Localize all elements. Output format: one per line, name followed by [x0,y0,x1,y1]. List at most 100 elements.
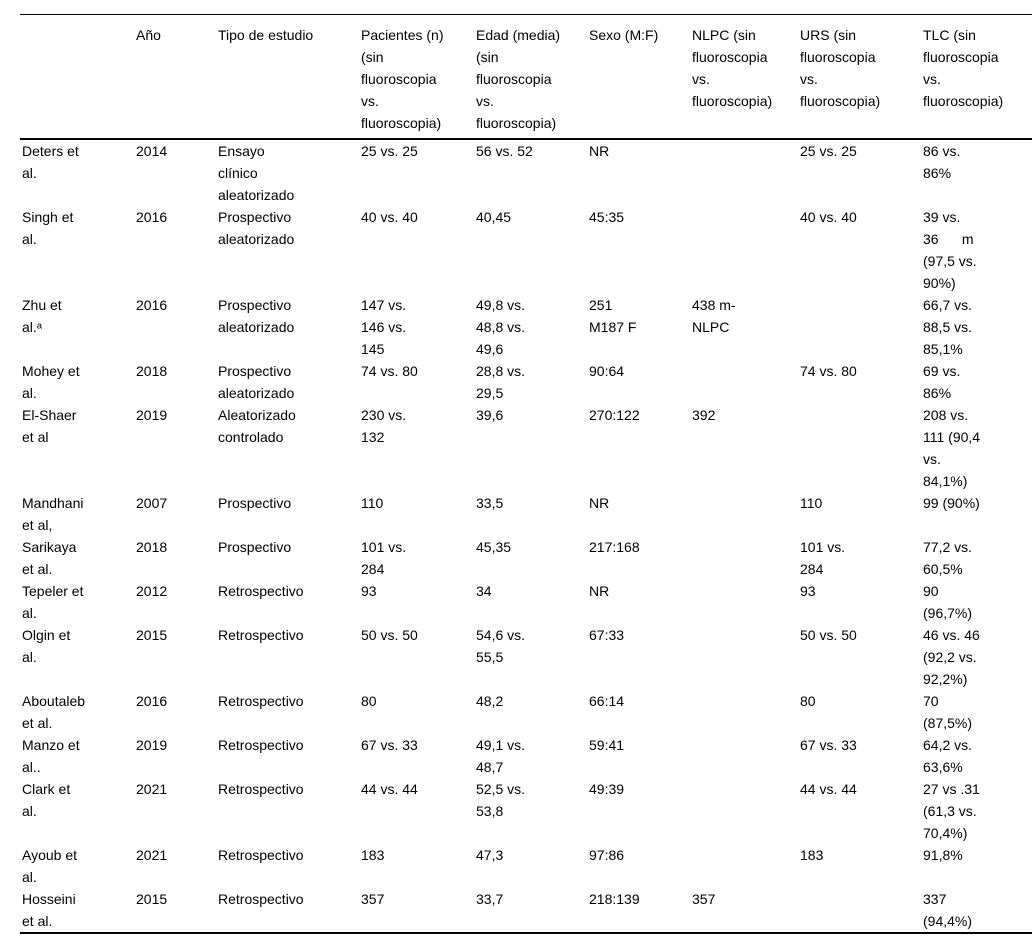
table-cell-tlc: 64,2 vs. 63,6% [923,737,973,775]
table-row: Hosseini et al. 2015 Retrospectivo 357 33,7 2… [20,888,1032,933]
table-row: Manzo et al.. 2019 Retrospectivo 67 vs. 33 4… [20,734,1032,778]
table-cell-edad: 47,3 [476,847,504,863]
table-cell-pacientes: 357 [361,891,385,907]
table-cell-tlc: 337 (94,4%) [923,891,973,929]
table-cell-anio: 2016 [136,693,168,709]
table-cell-tipo-de-estudio: Aleatorizado controlado [218,407,296,445]
table-cell-nlpc [690,734,798,778]
column-header-anio: Año [134,14,216,140]
table-cell-tlc: 99 (90%) [923,495,980,511]
table-row: Olgin et al. 2015 Retrospectivo 50 vs. 50 54… [20,624,1032,690]
table-cell-urs: 101 vs. 284 [800,539,846,577]
table-cell-anio: 2019 [136,407,168,423]
table-cell-pacientes: 80 [361,693,377,709]
table-cell-edad: 52,5 vs. 53,8 [476,781,526,819]
table-cell-study: Mandhani et al, [22,495,84,533]
table-cell-pacientes: 40 vs. 40 [361,209,418,225]
table-cell-nlpc [690,536,798,580]
table-row: Clark et al. 2021 Retrospectivo 44 vs. 44 52… [20,778,1032,844]
table-cell-sexo: 251 M187 F [589,297,637,335]
table-cell-edad: 49,1 vs. 48,7 [476,737,526,775]
table-cell-nlpc [690,844,798,888]
table-cell-study: Singh et al. [22,209,74,247]
table-cell-anio: 2015 [136,627,168,643]
table-cell-edad: 48,2 [476,693,504,709]
column-header-pacientes: Pacientes (n) (sin fluoroscopia vs. fluo… [359,14,474,140]
table-cell-anio: 2019 [136,737,168,753]
table-cell-study: Zhu et al.ᵃ [22,297,62,335]
table-cell-edad: 28,8 vs. 29,5 [476,363,526,401]
table-cell-pacientes: 25 vs. 25 [361,143,418,159]
table-cell-study: Ayoub et al. [22,847,78,885]
table-cell-study: Sarikaya et al. [22,539,77,577]
table-cell-urs: 80 [800,693,816,709]
table-cell-nlpc [690,360,798,404]
table-cell-edad: 39,6 [476,407,504,423]
table-cell-study: Manzo et al.. [22,737,80,775]
table-cell-pacientes: 44 vs. 44 [361,781,418,797]
table-cell-urs: 25 vs. 25 [800,143,857,159]
table-cell-anio: 2007 [136,495,168,511]
table-cell-tlc: 91,8% [923,847,963,863]
table-cell-urs: 93 [800,583,816,599]
table-cell-tipo-de-estudio: Retrospectivo [218,693,304,709]
table-cell-tipo-de-estudio: Retrospectivo [218,781,304,797]
table-cell-study: El-Shaer et al [22,407,77,445]
column-header-sexo: Sexo (M:F) [587,14,690,140]
table-cell-nlpc [690,139,798,206]
table-cell-urs [798,888,921,933]
table-cell-study: Hosseini et al. [22,891,76,929]
table-cell-urs [798,404,921,492]
table-cell-sexo: 49:39 [589,781,625,797]
table-cell-tipo-de-estudio: Prospectivo aleatorizado [218,209,295,247]
table-cell-sexo: NR [589,495,610,511]
table-cell-sexo: 217:168 [589,539,640,555]
table-cell-tipo-de-estudio: Prospectivo aleatorizado [218,363,295,401]
column-header-tipo-de-estudio: Tipo de estudio [216,14,359,140]
table-cell-tlc: 86 vs. 86% [923,143,961,181]
table-row: Ayoub et al. 2021 Retrospectivo 183 47,3 97:8… [20,844,1032,888]
table-cell-tlc: 70 (87,5%) [923,693,973,731]
table-cell-tipo-de-estudio: Prospectivo aleatorizado [218,297,295,335]
table-cell-anio: 2021 [136,847,168,863]
table-cell-sexo: 45:35 [589,209,625,225]
table-cell-pacientes: 50 vs. 50 [361,627,418,643]
table-cell-tipo-de-estudio: Retrospectivo [218,737,304,753]
table-cell-nlpc: 392 [692,407,716,423]
table-cell-tipo-de-estudio: Prospectivo [218,495,292,511]
table-row: Singh et al. 2016 Prospectivo aleatorizado… [20,206,1032,294]
table-cell-study: Deters et al. [22,143,79,181]
column-header-study [20,14,134,140]
table-cell-pacientes: 110 [361,495,384,511]
table-cell-tlc: 208 vs. 111 (90,4 vs. 84,1%) [923,407,981,489]
table-cell-anio: 2016 [136,209,168,225]
table-cell-sexo: NR [589,583,610,599]
table-cell-nlpc [690,580,798,624]
table-cell-sexo: 67:33 [589,627,625,643]
table-cell-anio: 2015 [136,891,168,907]
table-cell-nlpc: 438 m- NLPC [692,297,736,335]
table-cell-tlc: 66,7 vs. 88,5 vs. 85,1% [923,297,973,357]
table-row: Deters et al. 2014 Ensayo clínico aleatori… [20,139,1032,206]
table-cell-urs: 50 vs. 50 [800,627,857,643]
table-row: Aboutaleb et al. 2016 Retrospectivo 80 48,2 6… [20,690,1032,734]
table-cell-tipo-de-estudio: Retrospectivo [218,627,304,643]
studies-comparison-table: Año Tipo de estudio Pacientes (n) (sin flu… [20,14,1032,934]
table-cell-sexo: NR [589,143,610,159]
table-body: Deters et al. 2014 Ensayo clínico aleatori… [20,139,1032,933]
table-cell-nlpc [690,778,798,844]
table-cell-nlpc [690,690,798,734]
table-cell-edad: 45,35 [476,539,512,555]
table-row: Sarikaya et al. 2018 Prospectivo 101 vs. 28… [20,536,1032,580]
table-cell-sexo: 66:14 [589,693,625,709]
table-cell-urs: 74 vs. 80 [800,363,857,379]
table-cell-study: Tepeler et al. [22,583,84,621]
table-cell-pacientes: 74 vs. 80 [361,363,418,379]
table-cell-edad: 54,6 vs. 55,5 [476,627,526,665]
table-row: Tepeler et al. 2012 Retrospectivo 93 34 NR 93 9… [20,580,1032,624]
table-cell-pacientes: 93 [361,583,377,599]
table-cell-sexo: 90:64 [589,363,625,379]
table-cell-anio: 2018 [136,363,168,379]
table-row: Mohey et al. 2018 Prospectivo aleatorizado… [20,360,1032,404]
table-cell-tipo-de-estudio: Retrospectivo [218,583,304,599]
